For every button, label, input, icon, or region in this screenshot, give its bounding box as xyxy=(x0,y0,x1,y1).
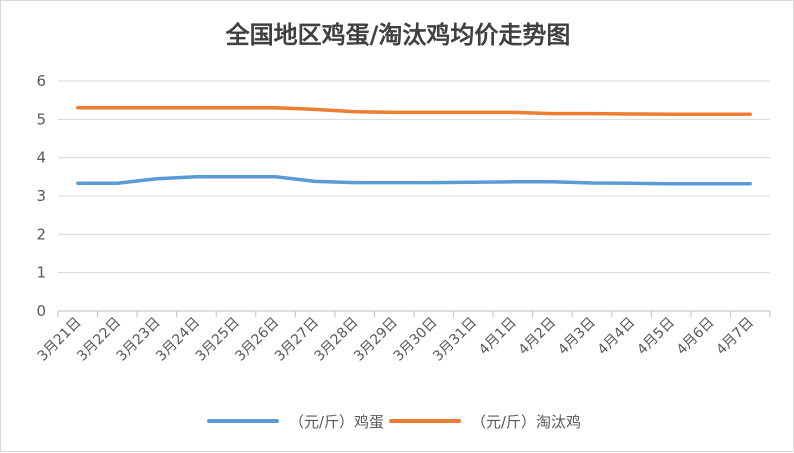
legend-line-egg xyxy=(207,419,279,423)
legend-item-egg: （元/斤）鸡蛋 xyxy=(207,409,384,433)
x-tick-label: 4月5日 xyxy=(634,315,678,359)
y-tick-label: 6 xyxy=(36,72,46,90)
legend: （元/斤）鸡蛋 （元/斤）淘汰鸡 xyxy=(1,409,794,433)
y-tick-label: 5 xyxy=(36,110,46,128)
x-tick-label: 4月3日 xyxy=(555,315,599,359)
y-tick-label: 3 xyxy=(36,187,46,205)
series-line-egg xyxy=(76,175,752,186)
x-tick-label: 4月6日 xyxy=(674,315,718,359)
x-tick-label: 4月1日 xyxy=(476,315,520,359)
legend-item-culled-hen: （元/斤）淘汰鸡 xyxy=(389,409,581,433)
x-tick-label: 4月4日 xyxy=(595,315,639,359)
chart-title: 全国地区鸡蛋/淘汰鸡均价走势图 xyxy=(225,21,571,49)
x-tick-label: 4月2日 xyxy=(516,315,560,359)
y-tick-label: 4 xyxy=(36,149,46,167)
legend-line-culled-hen xyxy=(389,419,461,423)
x-tick-label: 3月31日 xyxy=(430,315,480,365)
x-tick-label: 4月7日 xyxy=(713,315,757,359)
legend-label-egg: （元/斤）鸡蛋 xyxy=(289,412,385,431)
y-tick-label: 0 xyxy=(36,302,46,320)
legend-label-culled-hen: （元/斤）淘汰鸡 xyxy=(471,412,582,431)
y-tick-label: 2 xyxy=(36,225,46,243)
series-line-culled-hen xyxy=(76,106,752,117)
y-tick-label: 1 xyxy=(36,264,46,282)
